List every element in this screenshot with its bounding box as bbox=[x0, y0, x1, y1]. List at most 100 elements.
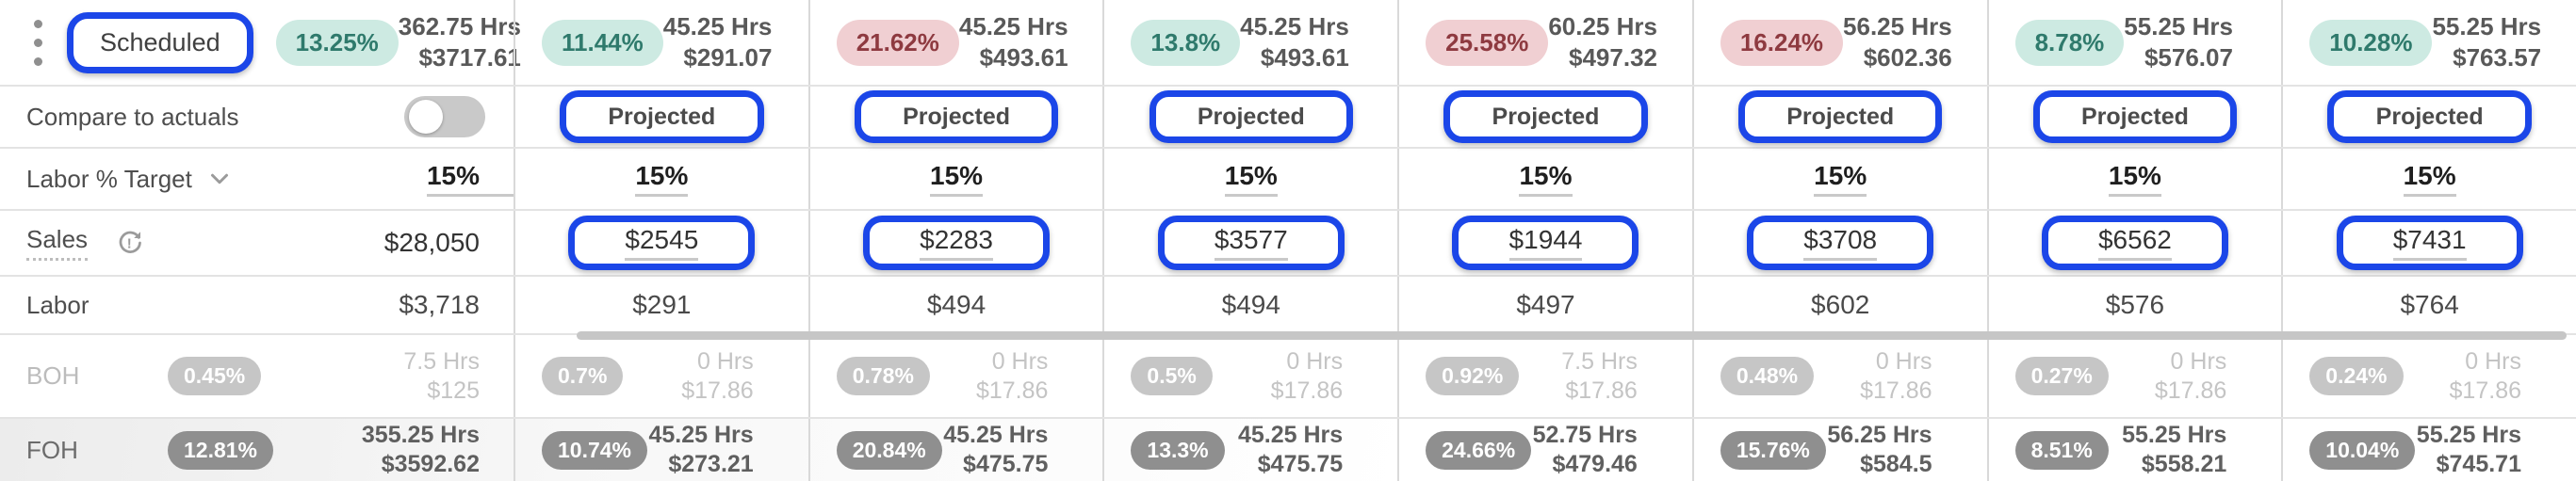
chevron-down-icon[interactable] bbox=[205, 165, 234, 193]
labor-value: $494 bbox=[1221, 290, 1280, 319]
boh-percent-badge: 0.92% bbox=[1426, 357, 1520, 395]
projected-dropdown-button[interactable]: Projected bbox=[854, 90, 1059, 143]
boh-day-cell: 0.48% 0 Hrs $17.86 bbox=[1691, 335, 1987, 417]
labor-target-cell: 15% bbox=[1986, 149, 2282, 209]
sales-cell: $2283 bbox=[807, 211, 1103, 275]
labor-target-value[interactable]: 15% bbox=[635, 161, 689, 197]
foh-percent-badge: 13.3% bbox=[1131, 430, 1225, 470]
foh-day-cell: 10.74% 45.25 Hrs $273.21 bbox=[514, 419, 808, 481]
labor-target-cell: 15% bbox=[514, 149, 808, 209]
foh-day-cell: 8.51% 55.25 Hrs $558.21 bbox=[1986, 419, 2282, 481]
sales-input[interactable]: $1944 bbox=[1452, 216, 1639, 270]
projected-dropdown-button[interactable]: Projected bbox=[560, 90, 764, 143]
svg-text:!: ! bbox=[127, 235, 132, 251]
projected-dropdown-button[interactable]: Projected bbox=[1737, 90, 1943, 143]
foh-row: FOH 12.81% 355.25 Hrs $3592.62 10.74% 45.2… bbox=[0, 419, 2576, 481]
hours-cost-summary: 362.75 Hrs $3717.61 bbox=[398, 12, 521, 72]
labor-target-summary-value[interactable]: 15% bbox=[426, 161, 514, 197]
labor-row: Labor $3,718 $291 $494 $494 $497 $602 $5… bbox=[0, 277, 2576, 335]
compare-to-actuals-toggle[interactable] bbox=[404, 96, 485, 137]
boh-summary-cell: BOH 0.45% 7.5 Hrs $125 bbox=[0, 335, 514, 417]
boh-day-cell: 0.24% 0 Hrs $17.86 bbox=[2281, 335, 2576, 417]
sales-row: Sales ! $28,050 $2545 $2283 $3577 $1944 … bbox=[0, 211, 2576, 277]
foh-percent-badge: 12.81% bbox=[168, 430, 274, 470]
labor-target-label: Labor % Target bbox=[26, 164, 192, 193]
sales-cell: $7431 bbox=[2281, 211, 2576, 275]
sales-input[interactable]: $3708 bbox=[1747, 216, 1934, 270]
hours-cost-summary: 355.25 Hrs $3592.62 bbox=[361, 422, 480, 477]
labor-percent-badge: 10.28% bbox=[2309, 19, 2433, 66]
sales-cell: $3708 bbox=[1691, 211, 1987, 275]
boh-percent-badge: 0.24% bbox=[2309, 357, 2404, 395]
projected-cell: Projected bbox=[807, 87, 1103, 147]
labor-target-cell: 15% bbox=[1102, 149, 1397, 209]
sales-summary-value: $28,050 bbox=[383, 228, 480, 257]
projected-dropdown-button[interactable]: Projected bbox=[2032, 90, 2238, 143]
scheduled-day-cell: 16.24% 56.25 Hrs $602.36 bbox=[1691, 0, 1987, 85]
sales-input[interactable]: $2545 bbox=[568, 216, 756, 270]
labor-target-value[interactable]: 15% bbox=[2108, 161, 2161, 197]
sales-input[interactable]: $7431 bbox=[2336, 216, 2523, 270]
hours-cost: 60.25 Hrs $497.32 bbox=[1548, 12, 1657, 72]
scheduled-summary-cell: Scheduled 13.25% 362.75 Hrs $3717.61 bbox=[0, 0, 521, 85]
kebab-menu-icon[interactable] bbox=[26, 14, 50, 72]
foh-percent-badge: 10.04% bbox=[2309, 430, 2416, 470]
labor-target-value[interactable]: 15% bbox=[1519, 161, 1573, 197]
labor-target-value[interactable]: 15% bbox=[930, 161, 984, 197]
projected-cell: Projected bbox=[1986, 87, 2282, 147]
labor-target-cell: 15% bbox=[1691, 149, 1987, 209]
hours-cost: 55.25 Hrs $576.07 bbox=[2124, 12, 2233, 72]
labor-value: $602 bbox=[1811, 290, 1870, 319]
foh-label: FOH bbox=[26, 435, 78, 464]
labor-percent-badge: 21.62% bbox=[836, 19, 959, 66]
labor-target-row: Labor % Target 15% 15% 15% 15% 15% 15% 1… bbox=[0, 149, 2576, 211]
boh-day-cell: 0.92% 7.5 Hrs $17.86 bbox=[1397, 335, 1692, 417]
labor-target-value[interactable]: 15% bbox=[1224, 161, 1278, 197]
sales-input[interactable]: $2283 bbox=[863, 216, 1051, 270]
labor-value: $497 bbox=[1516, 290, 1575, 319]
sales-input[interactable]: $3577 bbox=[1157, 216, 1345, 270]
boh-percent-badge: 0.27% bbox=[2014, 357, 2109, 395]
labor-percent-badge: 25.58% bbox=[1426, 19, 1549, 66]
foh-day-cell: 13.3% 45.25 Hrs $475.75 bbox=[1102, 419, 1397, 481]
labor-cell: $764 bbox=[2281, 277, 2576, 333]
boh-percent-badge: 0.45% bbox=[168, 357, 262, 395]
sales-cell: $2545 bbox=[514, 211, 808, 275]
sales-cell: $1944 bbox=[1397, 211, 1692, 275]
boh-percent-badge: 0.5% bbox=[1131, 357, 1213, 395]
labor-target-cell: 15% bbox=[807, 149, 1103, 209]
labor-cell: $494 bbox=[1102, 277, 1397, 333]
foh-day-cell: 15.76% 56.25 Hrs $584.5 bbox=[1691, 419, 1987, 481]
sales-input[interactable]: $6562 bbox=[2041, 216, 2228, 270]
horizontal-scrollbar[interactable] bbox=[577, 331, 2567, 340]
sync-alert-icon[interactable]: ! bbox=[116, 229, 144, 257]
hours-cost: 45.25 Hrs $291.07 bbox=[662, 12, 773, 72]
projected-cell: Projected bbox=[514, 87, 808, 147]
scheduled-view-button[interactable]: Scheduled bbox=[67, 11, 253, 73]
boh-percent-badge: 0.7% bbox=[542, 357, 624, 395]
foh-percent-badge: 8.51% bbox=[2014, 430, 2109, 470]
sales-label-cell: Sales ! $28,050 bbox=[0, 211, 514, 275]
labor-target-cell: 15% bbox=[1397, 149, 1692, 209]
labor-cell: $602 bbox=[1691, 277, 1987, 333]
labor-summary-value: $3,718 bbox=[399, 290, 480, 319]
scheduled-day-cell: 21.62% 45.25 Hrs $493.61 bbox=[807, 0, 1103, 85]
hours-cost-summary: 7.5 Hrs $125 bbox=[403, 347, 480, 404]
hours-cost: 45.25 Hrs $493.61 bbox=[958, 12, 1068, 72]
labor-target-value[interactable]: 15% bbox=[2403, 161, 2456, 197]
projected-dropdown-button[interactable]: Projected bbox=[1443, 90, 1648, 143]
labor-value: $291 bbox=[632, 290, 692, 319]
projected-dropdown-button[interactable]: Projected bbox=[1149, 90, 1354, 143]
foh-day-cell: 10.04% 55.25 Hrs $745.71 bbox=[2281, 419, 2576, 481]
projected-cell: Projected bbox=[1102, 87, 1397, 147]
scheduled-day-cell: 25.58% 60.25 Hrs $497.32 bbox=[1397, 0, 1692, 85]
foh-day-cell: 20.84% 45.25 Hrs $475.75 bbox=[807, 419, 1103, 481]
projected-cell: Projected bbox=[1691, 87, 1987, 147]
labor-value: $494 bbox=[926, 290, 986, 319]
labor-target-value[interactable]: 15% bbox=[1814, 161, 1867, 197]
projected-dropdown-button[interactable]: Projected bbox=[2327, 90, 2532, 143]
labor-target-label-cell: Labor % Target 15% bbox=[0, 149, 514, 209]
hours-cost: 55.25 Hrs $763.57 bbox=[2432, 12, 2542, 72]
foh-summary-cell: FOH 12.81% 355.25 Hrs $3592.62 bbox=[0, 419, 514, 481]
